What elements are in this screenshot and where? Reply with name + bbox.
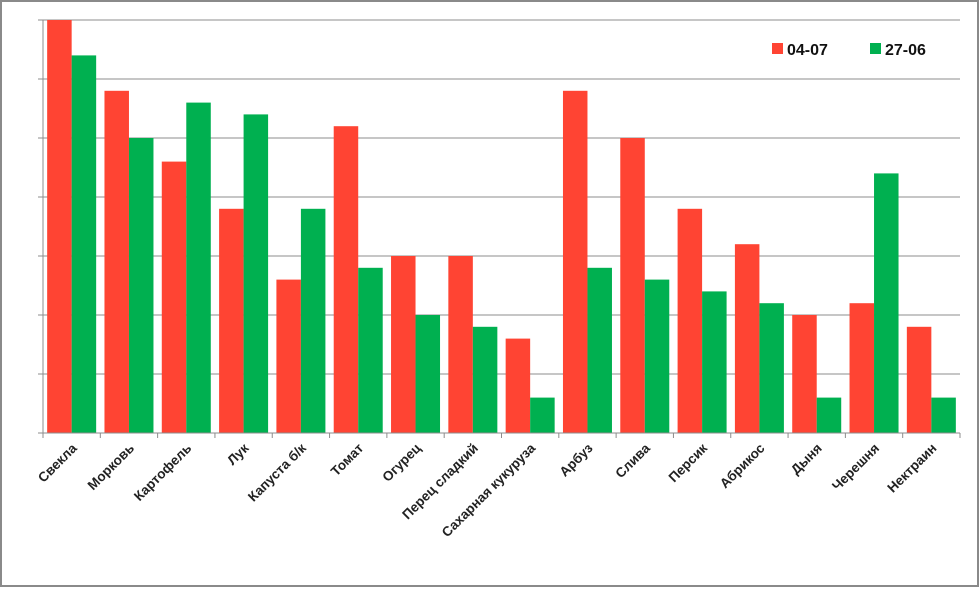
bar-27-06: [644, 279, 670, 433]
x-tick-label: Лук: [224, 440, 252, 468]
bar-27-06: [358, 267, 383, 433]
legend-swatch: [870, 43, 881, 54]
bar-04-07: [219, 208, 244, 433]
bar-27-06: [128, 138, 154, 433]
legend-item: 27-06: [870, 42, 926, 59]
x-tick-label: Свекла: [35, 440, 80, 485]
legend: 04-07 27-06: [772, 42, 926, 59]
x-tick-label: Сахарная кукуруза: [439, 440, 539, 540]
bar-04-07: [333, 126, 359, 433]
bar-27-06: [702, 291, 727, 433]
x-tick-label: Томат: [328, 440, 367, 479]
bar-27-06: [759, 303, 784, 433]
x-tick-label: Огурец: [379, 440, 424, 485]
bar-04-07: [505, 338, 531, 433]
bar-27-06: [186, 102, 211, 433]
bar-27-06: [530, 397, 555, 433]
bar-04-07: [104, 90, 129, 434]
bar-27-06: [816, 397, 842, 433]
bar-04-07: [562, 90, 588, 434]
bar-27-06: [71, 55, 97, 434]
legend-label: 04-07: [787, 42, 828, 59]
x-tick-label: Абрикос: [717, 440, 768, 491]
x-tick-label: Нектраин: [884, 441, 939, 496]
x-tick-label: Морковь: [85, 441, 137, 493]
legend-swatch: [772, 43, 783, 54]
x-tick-label: Персик: [666, 440, 711, 485]
x-tick-label: Капуста б/к: [245, 440, 309, 504]
x-tick-label: Слива: [612, 440, 653, 481]
x-tick-label: Черешня: [829, 441, 882, 494]
bar-04-07: [161, 161, 187, 433]
x-tick-label: Картофель: [131, 441, 194, 504]
bar-27-06: [415, 315, 441, 433]
bar-04-07: [849, 303, 875, 433]
bar-27-06: [587, 267, 612, 433]
bar-04-07: [47, 20, 72, 433]
x-tick-label: Дыня: [788, 441, 825, 478]
x-tick-label: Арбуз: [557, 440, 596, 479]
bar-27-06: [931, 397, 956, 433]
axes: [38, 19, 961, 438]
bar-27-06: [300, 208, 326, 433]
bar-04-07: [448, 256, 473, 433]
bar-04-07: [734, 244, 760, 433]
bar-27-06: [243, 114, 269, 434]
bars: [47, 20, 956, 434]
legend-label: 27-06: [885, 42, 926, 59]
bar-04-07: [620, 138, 645, 433]
bar-04-07: [792, 315, 817, 433]
bar-04-07: [276, 279, 301, 433]
bar-27-06: [874, 173, 899, 433]
bar-27-06: [472, 326, 498, 433]
bar-04-07: [677, 208, 703, 433]
legend-item: 04-07: [772, 42, 828, 59]
bar-04-07: [906, 326, 932, 433]
bar-04-07: [391, 256, 416, 433]
